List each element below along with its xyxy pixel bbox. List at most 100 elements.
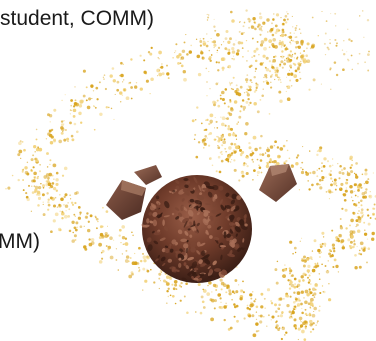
sparkle-dot [177,62,180,65]
sparkle-dot [326,160,330,163]
sparkle-dot [364,168,368,172]
sparkle-dot [211,40,214,44]
sparkle-dot [300,290,304,294]
sparkle-dot [357,62,359,65]
sparkle-dot [47,203,51,207]
sparkle-dot [61,211,65,216]
sparkle-dot [309,47,312,50]
sparkle-dot [298,288,300,290]
sparkle-dot [294,41,296,43]
sparkle-dot [217,104,221,108]
sparkle-dot [93,128,96,131]
sparkle-dot [246,154,248,157]
sparkle-dot [216,32,220,37]
sparkle-dot [181,49,186,54]
sparkle-dot [319,245,323,248]
sparkle-dot [369,191,371,193]
sparkle-dot [317,34,320,37]
sparkle-dot [224,37,228,40]
sparkle-dot [362,195,366,199]
sparkle-dot [301,237,303,239]
crunch-bit [152,230,155,234]
sparkle-dot [120,73,124,78]
sparkle-dot [52,163,57,168]
sparkle-dot [239,85,243,89]
sparkle-dot [277,79,280,81]
sparkle-dot [75,102,79,107]
sparkle-dot [229,82,232,85]
sparkle-dot [89,214,93,218]
sparkle-dot [295,300,297,302]
sparkle-dot [79,225,83,229]
sparkle-dot [336,185,338,187]
sparkle-dot [251,314,255,318]
sparkle-dot [358,207,360,209]
sparkle-dot [266,148,270,153]
crunch-bit [219,199,223,205]
sparkle-dot [283,298,285,300]
sparkle-dot [211,164,214,167]
sparkle-dot [323,157,327,161]
sparkle-dot [230,161,232,163]
sparkle-dot [311,183,314,187]
sparkle-dot [263,76,265,79]
sparkle-dot [331,164,334,166]
sparkle-dot [90,241,95,245]
sparkle-dot [300,32,302,34]
sparkle-dot [267,314,270,317]
sparkle-dot [290,72,294,76]
sparkle-dot [240,41,244,45]
crunch-bit [207,224,212,229]
sparkle-dot [262,315,265,318]
crunch-bit [185,265,190,270]
sparkle-dot [144,279,148,283]
sparkle-dot [325,270,330,274]
crunch-bit [175,216,180,220]
sparkle-dot [47,200,50,204]
sparkle-dot [159,280,162,282]
sparkle-dot [334,12,337,15]
sparkle-dot [36,177,39,180]
crunch-bit [185,180,191,185]
sparkle-dot [290,315,293,318]
sparkle-dot [349,240,353,244]
sparkle-dot [132,234,134,237]
sparkle-dot [201,139,205,142]
chocolate-crunch-ball [141,175,252,283]
sparkle-dot [34,151,36,153]
sparkle-dot [259,153,262,156]
sparkle-dot [342,68,345,72]
sparkle-dot [262,54,266,58]
sparkle-dot [23,148,26,152]
sparkle-dot [85,99,88,102]
sparkle-dot [223,138,226,141]
sparkle-dot [355,225,357,228]
crunch-bit [162,262,166,267]
sparkle-dot [347,59,350,62]
sparkle-dot [58,193,61,196]
sparkle-dot [346,51,348,53]
sparkle-dot [269,159,273,163]
sparkle-dot [210,122,212,124]
sparkle-dot [122,63,124,65]
sparkle-dot [309,256,313,260]
sparkle-dot [308,313,312,317]
sparkle-dot [206,13,208,15]
sparkle-dot [153,281,156,284]
sparkle-dot [227,48,231,52]
sparkle-dot [156,68,161,73]
sparkle-dot [318,309,321,312]
sparkle-dot [306,257,310,261]
crunch-bit [146,237,152,243]
sparkle-dot [245,171,249,176]
crunch-bit [199,263,207,266]
sparkle-dot [171,283,174,286]
sparkle-dot [255,82,258,85]
sparkle-dot [357,186,361,190]
sparkle-dot [265,164,270,169]
sparkle-dot [107,248,110,251]
sparkle-dot [201,300,205,304]
sparkle-dot [232,76,235,79]
sparkle-dot [244,132,248,136]
sparkle-dot [235,138,238,140]
